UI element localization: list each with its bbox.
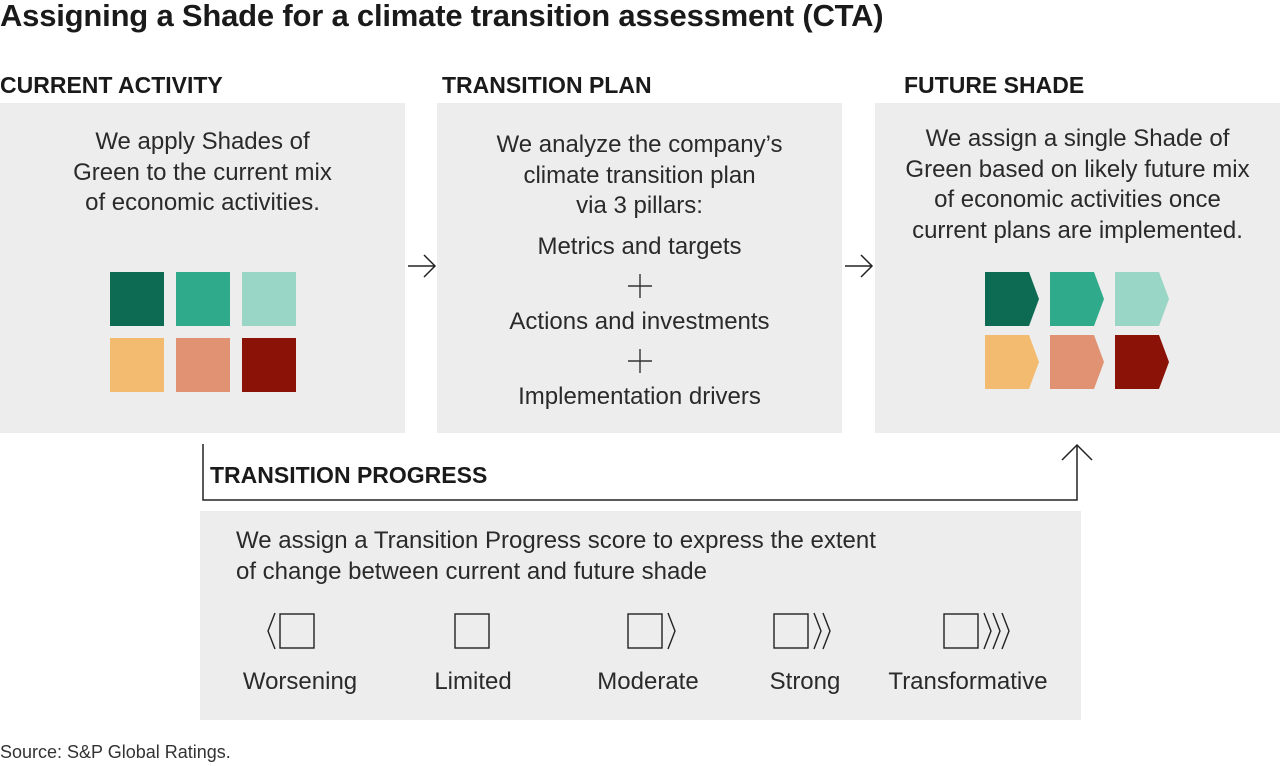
moderate-icon bbox=[627, 612, 676, 650]
pillar-implementation-drivers: Implementation drivers bbox=[518, 383, 761, 410]
strong-icon bbox=[773, 612, 831, 650]
transition-plan-panel: We analyze the company’s climate transit… bbox=[437, 103, 842, 433]
plus-icon bbox=[437, 349, 842, 373]
pillar-metrics-targets: Metrics and targets bbox=[537, 233, 742, 260]
current-activity-panel: We apply Shades of Green to the current … bbox=[0, 103, 405, 433]
worsening-icon bbox=[267, 612, 315, 650]
shade-arrow-orange bbox=[1050, 335, 1104, 389]
transition-plan-heading: TRANSITION PLAN bbox=[442, 72, 652, 98]
transformative-icon bbox=[943, 612, 1010, 650]
score-strong: Strong bbox=[769, 668, 841, 695]
shade-square-medium-green bbox=[176, 272, 230, 326]
score-moderate: Moderate bbox=[597, 668, 699, 695]
transition-plan-text: We analyze the company’s climate transit… bbox=[496, 131, 783, 219]
transition-progress-panel: We assign a Transition Progress score to… bbox=[200, 511, 1081, 720]
shade-arrow-medium-green bbox=[1050, 272, 1104, 326]
future-shade-heading: FUTURE SHADE bbox=[904, 72, 1085, 98]
shade-arrow-red bbox=[1115, 335, 1169, 389]
score-transformative: Transformative bbox=[888, 668, 1048, 695]
transition-progress-heading: TRANSITION PROGRESS bbox=[210, 462, 488, 488]
shade-arrow-dark-green bbox=[985, 272, 1039, 326]
shade-arrow-yellow bbox=[985, 335, 1039, 389]
arrow-right-icon bbox=[408, 254, 437, 278]
shade-square-yellow bbox=[110, 338, 164, 392]
future-shade-text: We assign a single Shade of Green based … bbox=[905, 125, 1250, 244]
future-shade-panel: We assign a single Shade of Green based … bbox=[875, 103, 1280, 433]
shade-square-dark-green bbox=[110, 272, 164, 326]
source-note: Source: S&P Global Ratings. bbox=[0, 742, 231, 762]
pillar-actions-investments: Actions and investments bbox=[509, 308, 770, 335]
shade-square-orange bbox=[176, 338, 230, 392]
plus-icon bbox=[437, 274, 842, 298]
shade-arrow-light-green bbox=[1115, 272, 1169, 326]
shade-square-red bbox=[242, 338, 296, 392]
page-title: Assigning a Shade for a climate transiti… bbox=[0, 0, 884, 33]
score-limited: Limited bbox=[434, 668, 512, 695]
arrow-right-icon bbox=[845, 254, 874, 278]
score-worsening: Worsening bbox=[242, 668, 358, 695]
transition-progress-text: We assign a Transition Progress score to… bbox=[236, 527, 876, 585]
current-activity-heading: CURRENT ACTIVITY bbox=[0, 72, 223, 98]
limited-icon bbox=[454, 613, 490, 649]
current-activity-text: We apply Shades of Green to the current … bbox=[73, 128, 332, 216]
shade-square-light-green bbox=[242, 272, 296, 326]
